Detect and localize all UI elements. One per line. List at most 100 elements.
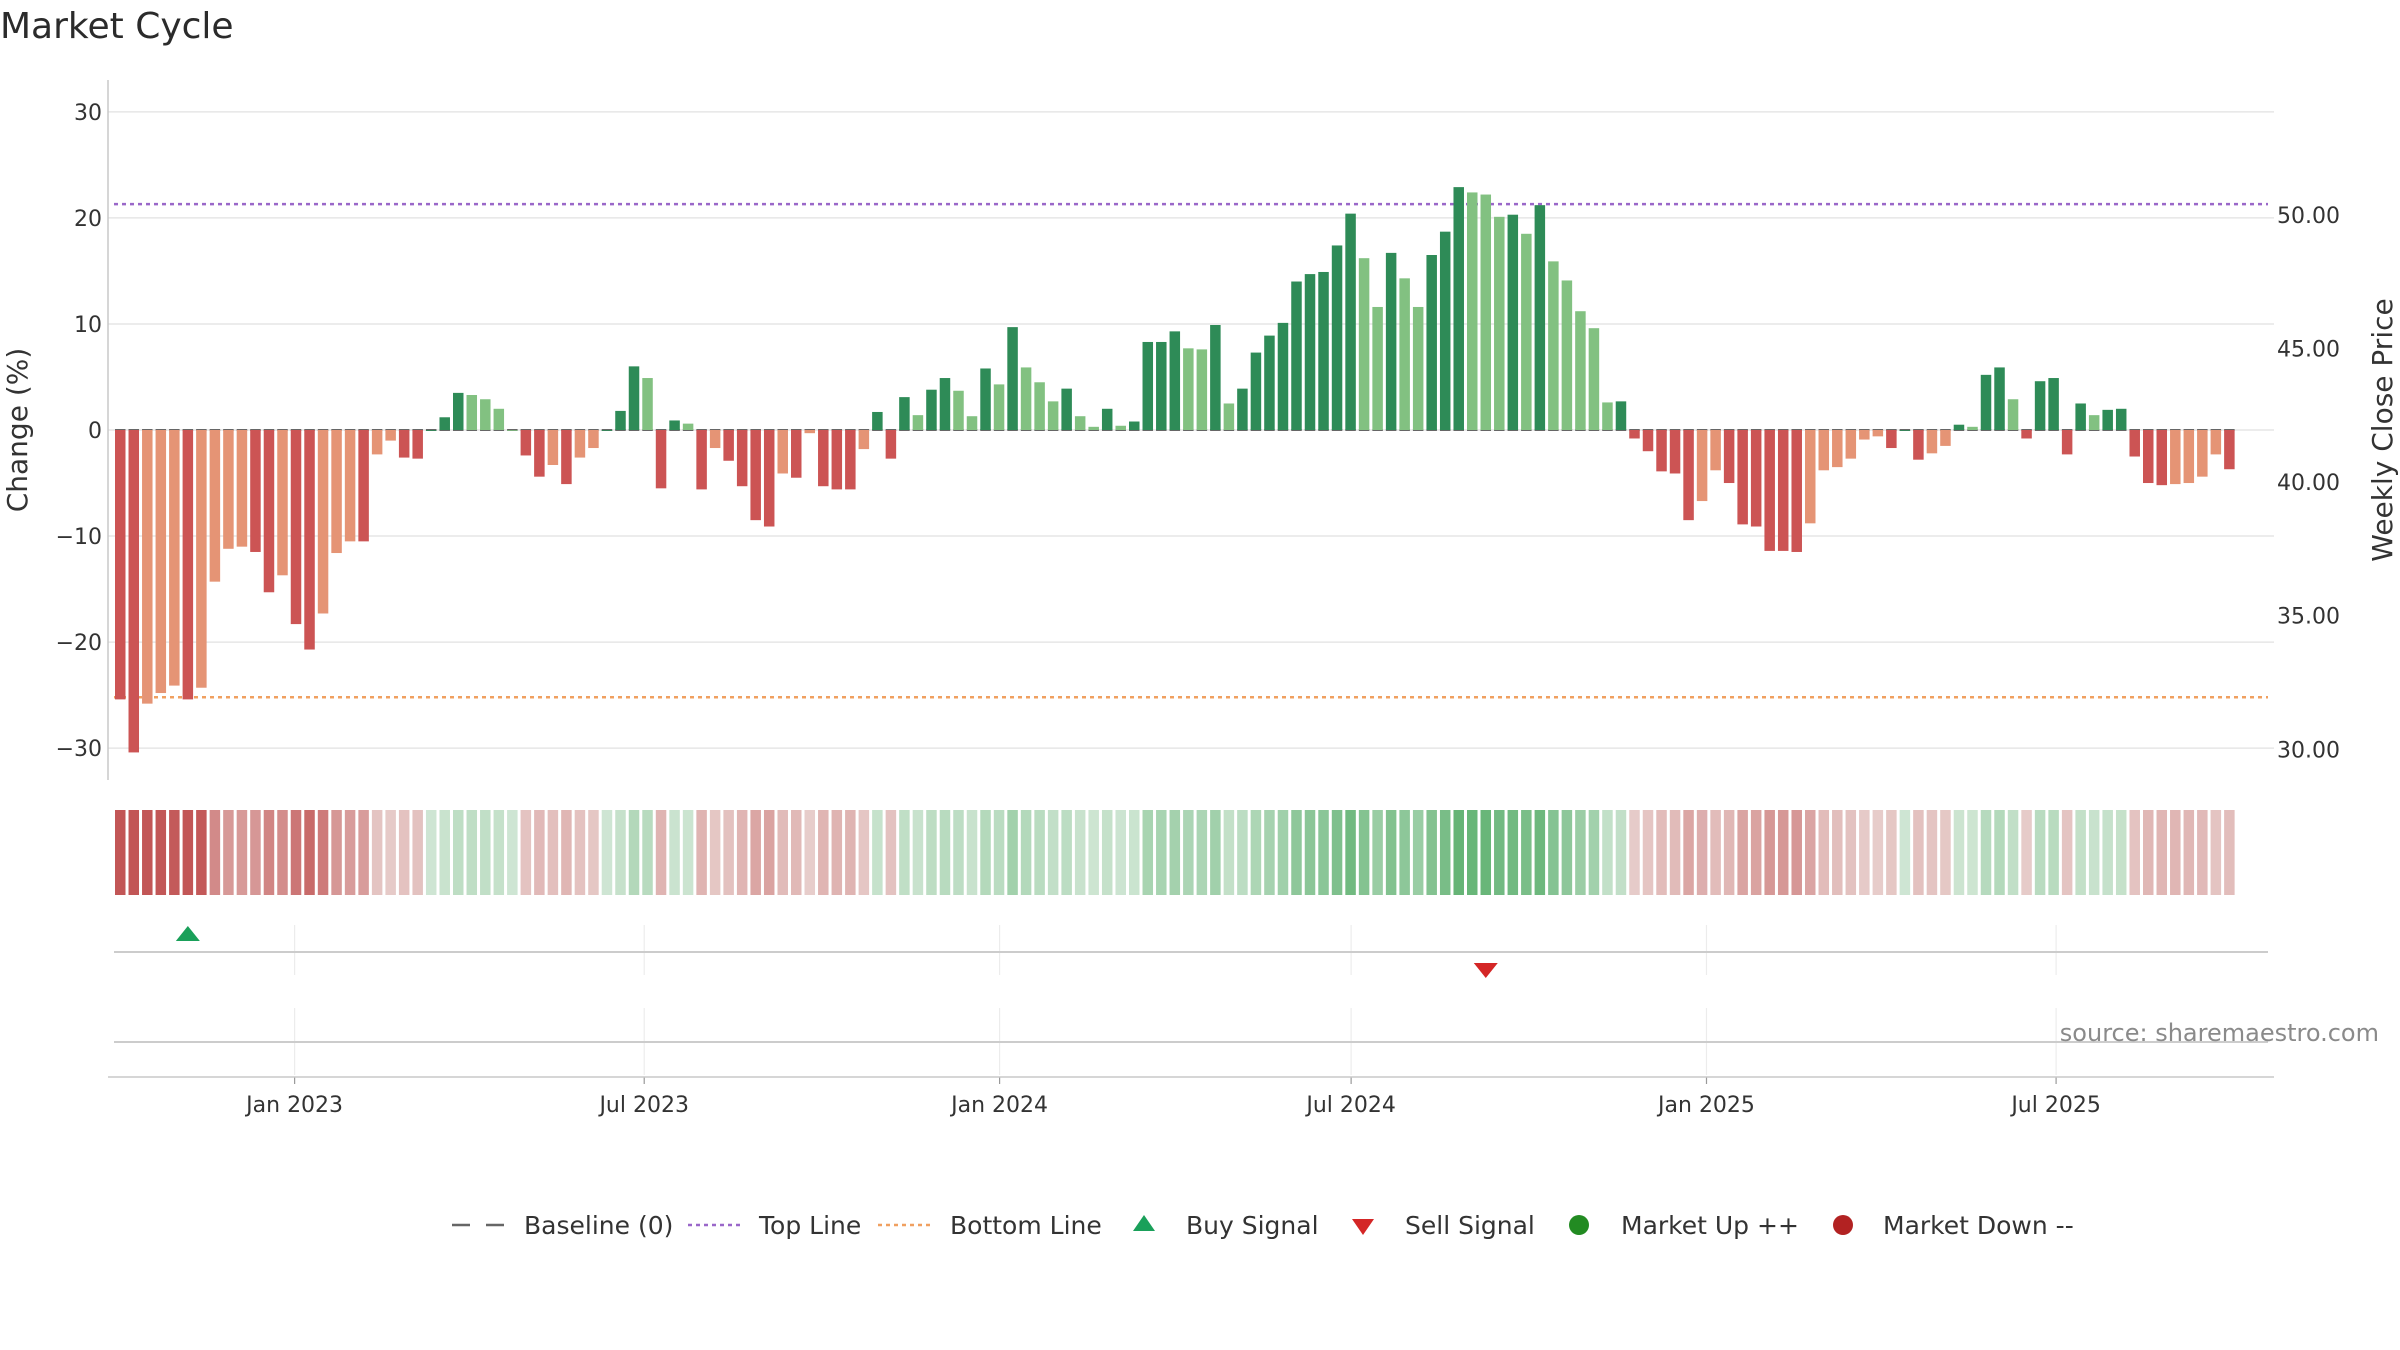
band-cell (1101, 810, 1113, 895)
band-cell (1548, 810, 1559, 895)
y2-tick-label: 50.00 (2277, 204, 2340, 229)
y-tick-label: −10 (56, 525, 102, 550)
legend-label: Sell Signal (1405, 1211, 1535, 1240)
band-cell (993, 810, 1005, 895)
bar (628, 366, 640, 430)
band-cell (1439, 810, 1451, 895)
bar (385, 430, 396, 441)
bar (1439, 231, 1451, 430)
bar (1129, 421, 1140, 430)
bar (1764, 430, 1775, 551)
band-cell (872, 810, 883, 895)
band-cell (385, 810, 396, 895)
bar (169, 430, 180, 686)
band-cell (2075, 810, 2086, 895)
band-cell (223, 810, 234, 895)
bar (1372, 306, 1383, 430)
y2-tick-label: 40.00 (2277, 471, 2340, 496)
bar (1467, 192, 1478, 430)
bar (493, 408, 505, 430)
band-cell (2007, 810, 2019, 895)
bar (1926, 430, 1938, 454)
bar (317, 430, 329, 614)
bar (993, 384, 1005, 430)
band-cell (398, 810, 410, 895)
band-cell (1521, 810, 1532, 895)
bar (1561, 280, 1573, 430)
bar (1480, 194, 1492, 430)
bar (885, 430, 897, 459)
bar (1385, 252, 1397, 430)
band-cell (642, 810, 653, 895)
band-cell (655, 810, 667, 895)
bar (1020, 367, 1032, 430)
band-cell (615, 810, 626, 895)
y2-tick-label: 45.00 (2277, 338, 2340, 363)
band-cell (763, 810, 775, 895)
bar (1575, 311, 1586, 430)
bar (1615, 401, 1627, 430)
band-cell (1805, 810, 1816, 895)
bar (534, 430, 545, 477)
bar (1521, 233, 1532, 430)
bar (2048, 378, 2059, 430)
bar (1061, 388, 1072, 430)
chart-title: Market Cycle (0, 6, 234, 47)
bar (223, 430, 234, 549)
bar (2143, 430, 2154, 484)
band-cell (2197, 810, 2208, 895)
band-cell (777, 810, 788, 895)
band-cell (1899, 810, 1911, 895)
band-cell (115, 810, 126, 895)
bar (2088, 415, 2100, 430)
band-cell (885, 810, 897, 895)
band-cell (1777, 810, 1789, 895)
bar (1250, 352, 1262, 430)
bar (425, 430, 437, 431)
bar (2061, 430, 2073, 455)
band-cell (358, 810, 369, 895)
y-tick-label: 30 (74, 101, 102, 126)
x-tick-label: Jul 2025 (2009, 1093, 2101, 1118)
bar (601, 430, 613, 431)
band-cell (1561, 810, 1573, 895)
cycle-band (115, 810, 2235, 895)
band-cell (142, 810, 153, 895)
bar (1169, 331, 1181, 430)
band-cell (791, 810, 802, 895)
band-cell (1088, 810, 1099, 895)
bar (290, 430, 302, 625)
band-cell (1507, 810, 1519, 895)
band-cell (1683, 810, 1694, 895)
y-tick-label: −30 (56, 737, 102, 762)
bar (1291, 281, 1302, 430)
bar (1737, 430, 1748, 525)
bar (1953, 424, 1965, 430)
signals-panel (114, 925, 2268, 1075)
band-cell (750, 810, 761, 895)
bar (2170, 430, 2181, 485)
band-cell (1291, 810, 1302, 895)
bar (1237, 388, 1248, 430)
band-cell (1602, 810, 1613, 895)
bars-layer (115, 187, 2235, 753)
band-cell (236, 810, 248, 895)
band-cell (601, 810, 613, 895)
bar (1426, 255, 1437, 430)
band-cell (493, 810, 505, 895)
band-cell (1534, 810, 1546, 895)
band-cell (1074, 810, 1086, 895)
bar (480, 399, 491, 430)
band-cell (1696, 810, 1708, 895)
band-cell (1237, 810, 1248, 895)
band-cell (1967, 810, 1978, 895)
y-tick-label: 20 (74, 207, 102, 232)
legend-label: Bottom Line (950, 1211, 1102, 1240)
band-cell (209, 810, 221, 895)
band-cell (480, 810, 491, 895)
x-tick-label: Jul 2023 (597, 1093, 689, 1118)
legend-up-swatch (1569, 1215, 1589, 1235)
bar (1994, 367, 2005, 430)
band-cell (520, 810, 532, 895)
band-cell (1859, 810, 1870, 895)
